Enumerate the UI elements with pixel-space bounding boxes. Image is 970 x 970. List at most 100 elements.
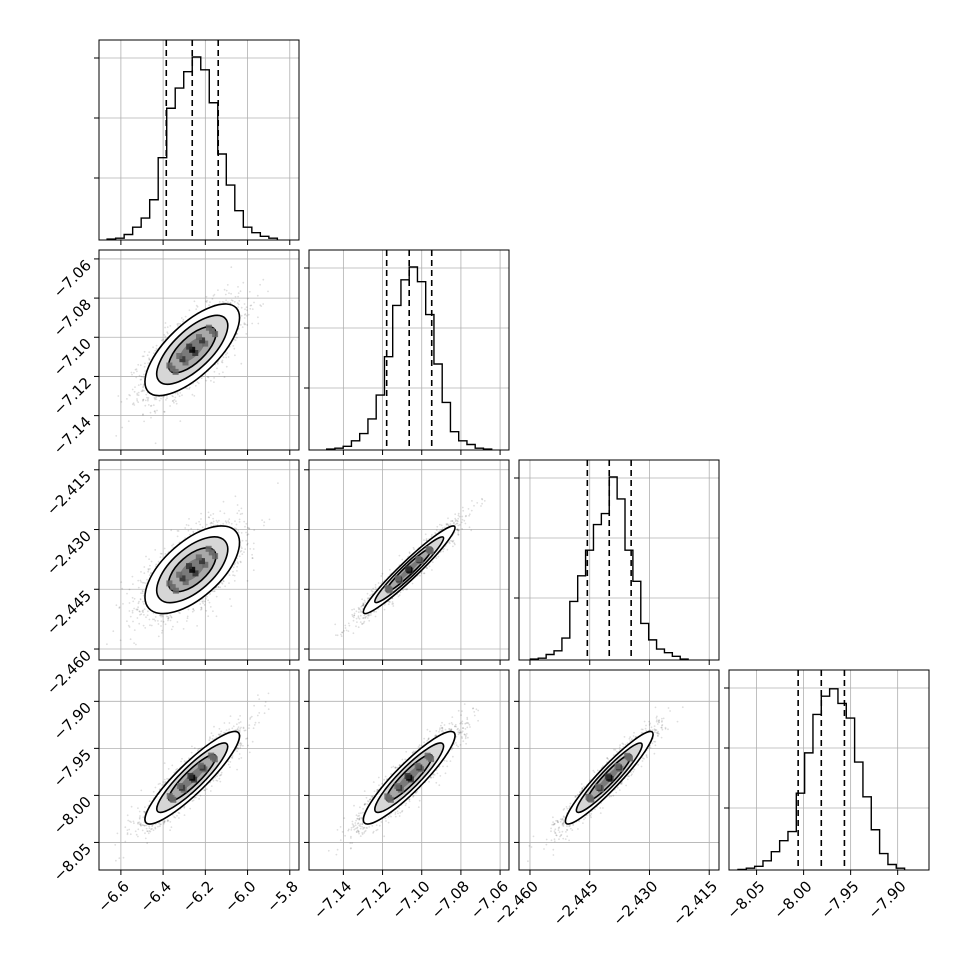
sample-point [147,404,150,406]
sample-point [137,384,140,386]
sample-point [212,520,215,523]
sample-point [233,574,236,577]
density-cell [186,343,193,350]
sample-point [355,625,357,628]
sample-point [236,570,238,572]
density-cell [176,571,183,578]
sample-point [262,278,265,281]
sample-point [143,613,145,616]
sample-point [452,545,454,548]
sample-point [142,398,145,401]
sample-point [201,526,204,529]
sample-point [170,529,173,532]
sample-point [245,306,248,309]
sample-point [167,616,170,619]
sample-point [132,583,134,585]
sample-point [439,523,441,526]
sample-point [169,405,172,407]
sample-point [205,379,208,382]
sample-point [160,625,162,627]
sample-point [262,303,265,305]
sample-point [160,620,163,623]
sample-point [198,520,201,523]
sample-point [146,578,148,581]
sample-point [128,588,131,591]
sample-point [223,288,226,291]
sample-point [245,539,248,542]
sample-point [209,301,211,303]
sample-point [131,388,134,391]
sample-point [199,603,202,605]
sample-point [216,521,219,524]
sample-point [131,575,134,578]
sample-point [131,596,134,599]
sample-point [209,606,212,608]
sample-point [137,394,140,397]
density-cell [166,362,173,369]
sample-point [251,553,254,556]
sample-point [249,548,252,550]
sample-point [131,373,133,376]
sample-point [152,618,154,621]
sample-point [232,566,235,569]
sample-point [240,550,243,552]
sample-point [154,442,157,445]
sample-point [148,574,151,576]
sample-point [201,600,204,603]
sample-point [336,634,339,637]
sample-point [179,420,182,422]
sample-point [217,289,219,291]
sample-point [248,527,251,530]
sample-point [226,352,229,355]
sample-point [233,347,236,350]
sample-point [147,399,149,402]
sample-point [257,316,259,319]
sample-point [135,608,138,611]
sample-point [232,570,234,573]
sample-point [163,410,166,413]
sample-point [152,404,155,407]
sample-point [172,399,175,402]
sample-point [159,556,162,558]
sample-point [147,398,149,401]
sample-point [241,553,244,555]
sample-point [225,353,227,356]
sample-point [221,300,224,303]
density-cell [205,545,212,552]
sample-point [249,304,252,307]
sample-point [140,592,142,594]
sample-point [237,292,240,294]
sample-point [153,352,155,354]
sample-point [137,586,140,589]
sample-point [174,396,177,399]
sample-point [142,600,144,603]
sample-point [133,597,136,600]
sample-point [142,355,145,358]
sample-point [228,521,231,524]
sample-point [139,383,142,386]
sample-point [146,354,149,357]
sample-point [245,522,248,525]
sample-point [181,394,183,397]
sample-point [128,602,131,604]
sample-point [207,516,210,519]
sample-point [154,412,157,414]
sample-point [244,525,246,528]
sample-point [155,563,158,566]
sample-point [218,519,220,522]
sample-point [246,543,249,546]
sample-point [143,420,146,423]
sample-point [205,523,208,526]
sample-point [205,295,208,298]
sample-point [145,393,148,396]
sample-point [148,558,151,560]
sample-point [239,290,242,293]
sample-point [252,569,255,572]
sample-point [243,323,246,326]
sample-point [139,364,142,367]
sample-point [142,398,145,401]
sample-point [224,293,227,296]
sample-point [167,619,169,622]
sample-point [222,371,224,374]
density-cell [176,353,183,359]
